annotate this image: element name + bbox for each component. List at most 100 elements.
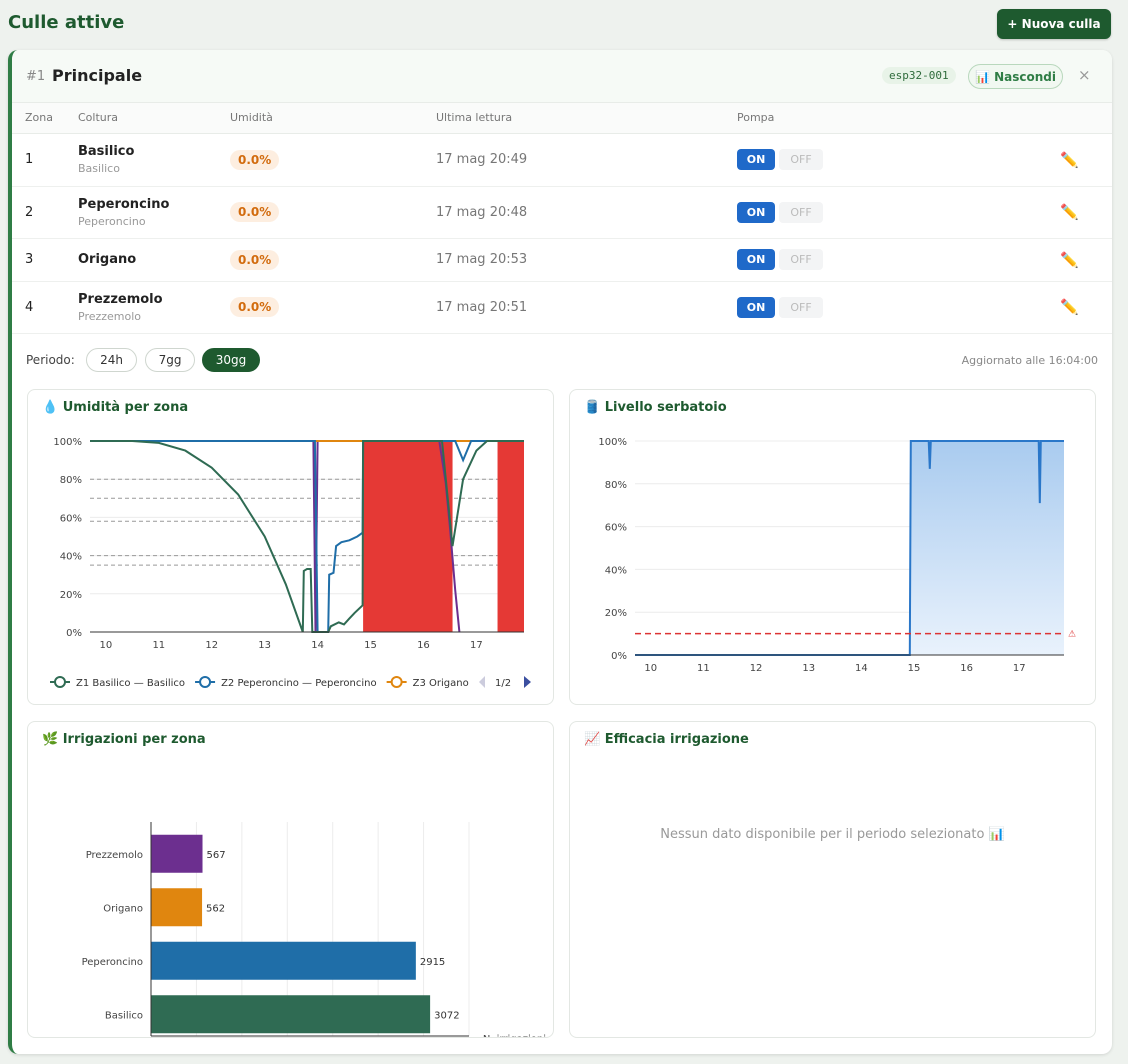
- pump-on-button[interactable]: ON: [737, 296, 775, 318]
- legend-label: Z2 Peperoncino — Peperoncino: [221, 678, 377, 689]
- irrigations-chart: 05001,0001,5002,0002,5003,0003,500567Pre…: [82, 822, 546, 1037]
- x-tick-label: 17: [470, 640, 483, 651]
- legend-page-label: 1/2: [495, 678, 511, 689]
- header-pump: Pompa: [737, 103, 1060, 134]
- card-header: #1 Principale esp32-001 📊 Nascondi ×: [12, 50, 1112, 103]
- pump-off-button[interactable]: OFF: [779, 201, 823, 223]
- x-tick-label: 15: [364, 640, 377, 651]
- period-30d-button[interactable]: 30gg: [202, 348, 260, 372]
- x-tick-label: 16: [960, 663, 973, 674]
- pump-cell: ON OFF: [737, 281, 1060, 334]
- table-row: 1 Basilico Basilico 0.0% 17 mag 20:49 ON O…: [12, 133, 1112, 187]
- y-tick-label: 0%: [611, 651, 627, 662]
- edit-cell: ✏️: [1060, 281, 1112, 334]
- humidity-cell: 0.0%: [230, 281, 436, 334]
- edit-cell: ✏️: [1060, 186, 1112, 239]
- x-tick-label: 12: [205, 640, 218, 651]
- edit-icon[interactable]: ✏️: [1060, 203, 1079, 221]
- category-label: Prezzemolo: [86, 850, 143, 861]
- y-tick-label: 0%: [66, 628, 82, 639]
- last-reading: 17 mag 20:53: [436, 238, 737, 282]
- page-title: Culle attive: [8, 12, 125, 33]
- y-tick-label: 40%: [605, 565, 627, 576]
- y-tick-label: 60%: [605, 523, 627, 534]
- series-line: [90, 440, 524, 633]
- crop-cell: Prezzemolo Prezzemolo: [78, 281, 230, 334]
- x-axis-label: N. irrigazioni: [483, 1034, 546, 1037]
- pump-cell: ON OFF: [737, 133, 1060, 187]
- pump-on-button[interactable]: ON: [737, 249, 775, 270]
- x-tick-label: 15: [908, 663, 921, 674]
- edit-icon[interactable]: ✏️: [1060, 298, 1079, 316]
- humidity-badge: 0.0%: [230, 149, 280, 170]
- last-reading: 17 mag 20:51: [436, 281, 737, 334]
- close-icon[interactable]: ×: [1078, 66, 1091, 84]
- table-row: 2 Peperoncino Peperoncino 0.0% 17 mag 20:…: [12, 186, 1112, 239]
- humidity-panel: 💧 Umidità per zona 0% 20% 40% 60% 80% 100% 10 1…: [27, 389, 554, 705]
- legend-prev-icon: [479, 676, 485, 688]
- pump-on-button[interactable]: ON: [737, 201, 775, 223]
- pump-cell: ON OFF: [737, 186, 1060, 239]
- bar: [151, 834, 203, 873]
- new-cradle-button[interactable]: + Nuova culla: [997, 9, 1111, 39]
- zone-number: 2: [12, 186, 78, 239]
- humidity-badge: 0.0%: [230, 297, 280, 317]
- table-row: 3 Origano 0.0% 17 mag 20:53 ON OFF ✏️: [12, 238, 1112, 282]
- y-tick-label: 100%: [598, 437, 627, 448]
- x-tick-label: 16: [417, 640, 430, 651]
- warning-icon: ⚠: [1068, 630, 1076, 640]
- table-row: 4 Prezzemolo Prezzemolo 0.0% 17 mag 20:51…: [12, 281, 1112, 334]
- humidity-panel-title: 💧 Umidità per zona: [42, 400, 189, 415]
- humidity-chart: 0% 20% 40% 60% 80% 100% 10 11 12 13 14 15 16 17 Z1 Bas…: [50, 437, 531, 689]
- efficacy-panel-title: 📈 Efficacia irrigazione: [584, 732, 749, 747]
- alert-band: [363, 441, 453, 632]
- humidity-badge: 0.0%: [230, 249, 280, 270]
- legend-marker: [54, 676, 66, 688]
- x-tick-label: 14: [311, 640, 324, 651]
- crop-name: Prezzemolo: [78, 291, 163, 307]
- crop-cell: Peperoncino Peperoncino: [78, 186, 230, 239]
- period-7d-button[interactable]: 7gg: [145, 348, 195, 372]
- crop-cell: Origano: [78, 238, 230, 282]
- y-tick-label: 80%: [60, 475, 82, 486]
- edit-icon[interactable]: ✏️: [1060, 150, 1079, 169]
- bar: [151, 941, 416, 980]
- tank-panel-title: 🛢️ Livello serbatoio: [584, 400, 727, 415]
- empty-state-message: Nessun dato disponibile per il periodo s…: [660, 827, 1005, 842]
- category-label: Peperoncino: [82, 957, 143, 968]
- bar-value-label: 3072: [434, 1010, 459, 1021]
- legend-marker: [199, 676, 212, 688]
- pump-off-button[interactable]: OFF: [779, 249, 823, 270]
- x-tick-label: 11: [152, 640, 165, 651]
- efficacy-panel: 📈 Efficacia irrigazione Nessun dato disp…: [569, 721, 1096, 1038]
- zones-table: Zona Coltura Umidità Ultima lettura Pomp…: [12, 103, 1112, 334]
- bar-value-label: 567: [207, 850, 226, 861]
- edit-icon[interactable]: ✏️: [1060, 250, 1079, 269]
- y-tick-label: 20%: [60, 590, 82, 601]
- pump-off-button[interactable]: OFF: [779, 296, 823, 318]
- x-tick-label: 14: [855, 663, 868, 674]
- irrigations-panel: 🌿 Irrigazioni per zona 05001,0001,5002,0…: [27, 721, 554, 1038]
- edit-cell: ✏️: [1060, 133, 1112, 187]
- x-tick-label: 10: [100, 640, 113, 651]
- bar: [151, 995, 431, 1034]
- hide-charts-button[interactable]: 📊 Nascondi: [968, 64, 1063, 89]
- pump-on-button[interactable]: ON: [737, 149, 775, 170]
- device-badge: esp32-001: [882, 67, 956, 84]
- period-24h-button[interactable]: 24h: [86, 348, 137, 372]
- tank-area: [635, 441, 1064, 655]
- tank-line: [635, 440, 1064, 656]
- card-number: #1: [26, 69, 46, 84]
- pump-off-button[interactable]: OFF: [779, 149, 823, 170]
- updated-timestamp: Aggiornato alle 16:04:00: [961, 354, 1098, 367]
- y-tick-label: 60%: [60, 513, 82, 524]
- crop-variety: Prezzemolo: [78, 309, 142, 323]
- legend-label: Z1 Basilico — Basilico: [76, 678, 185, 689]
- x-tick-label: 10: [644, 663, 657, 674]
- bar-value-label: 562: [206, 903, 225, 914]
- legend-marker: [390, 676, 403, 688]
- table-header-row: Zona Coltura Umidità Ultima lettura Pomp…: [12, 103, 1112, 134]
- x-tick-label: 11: [697, 663, 710, 674]
- period-label: Periodo:: [26, 353, 75, 367]
- x-tick-label: 17: [1013, 663, 1026, 674]
